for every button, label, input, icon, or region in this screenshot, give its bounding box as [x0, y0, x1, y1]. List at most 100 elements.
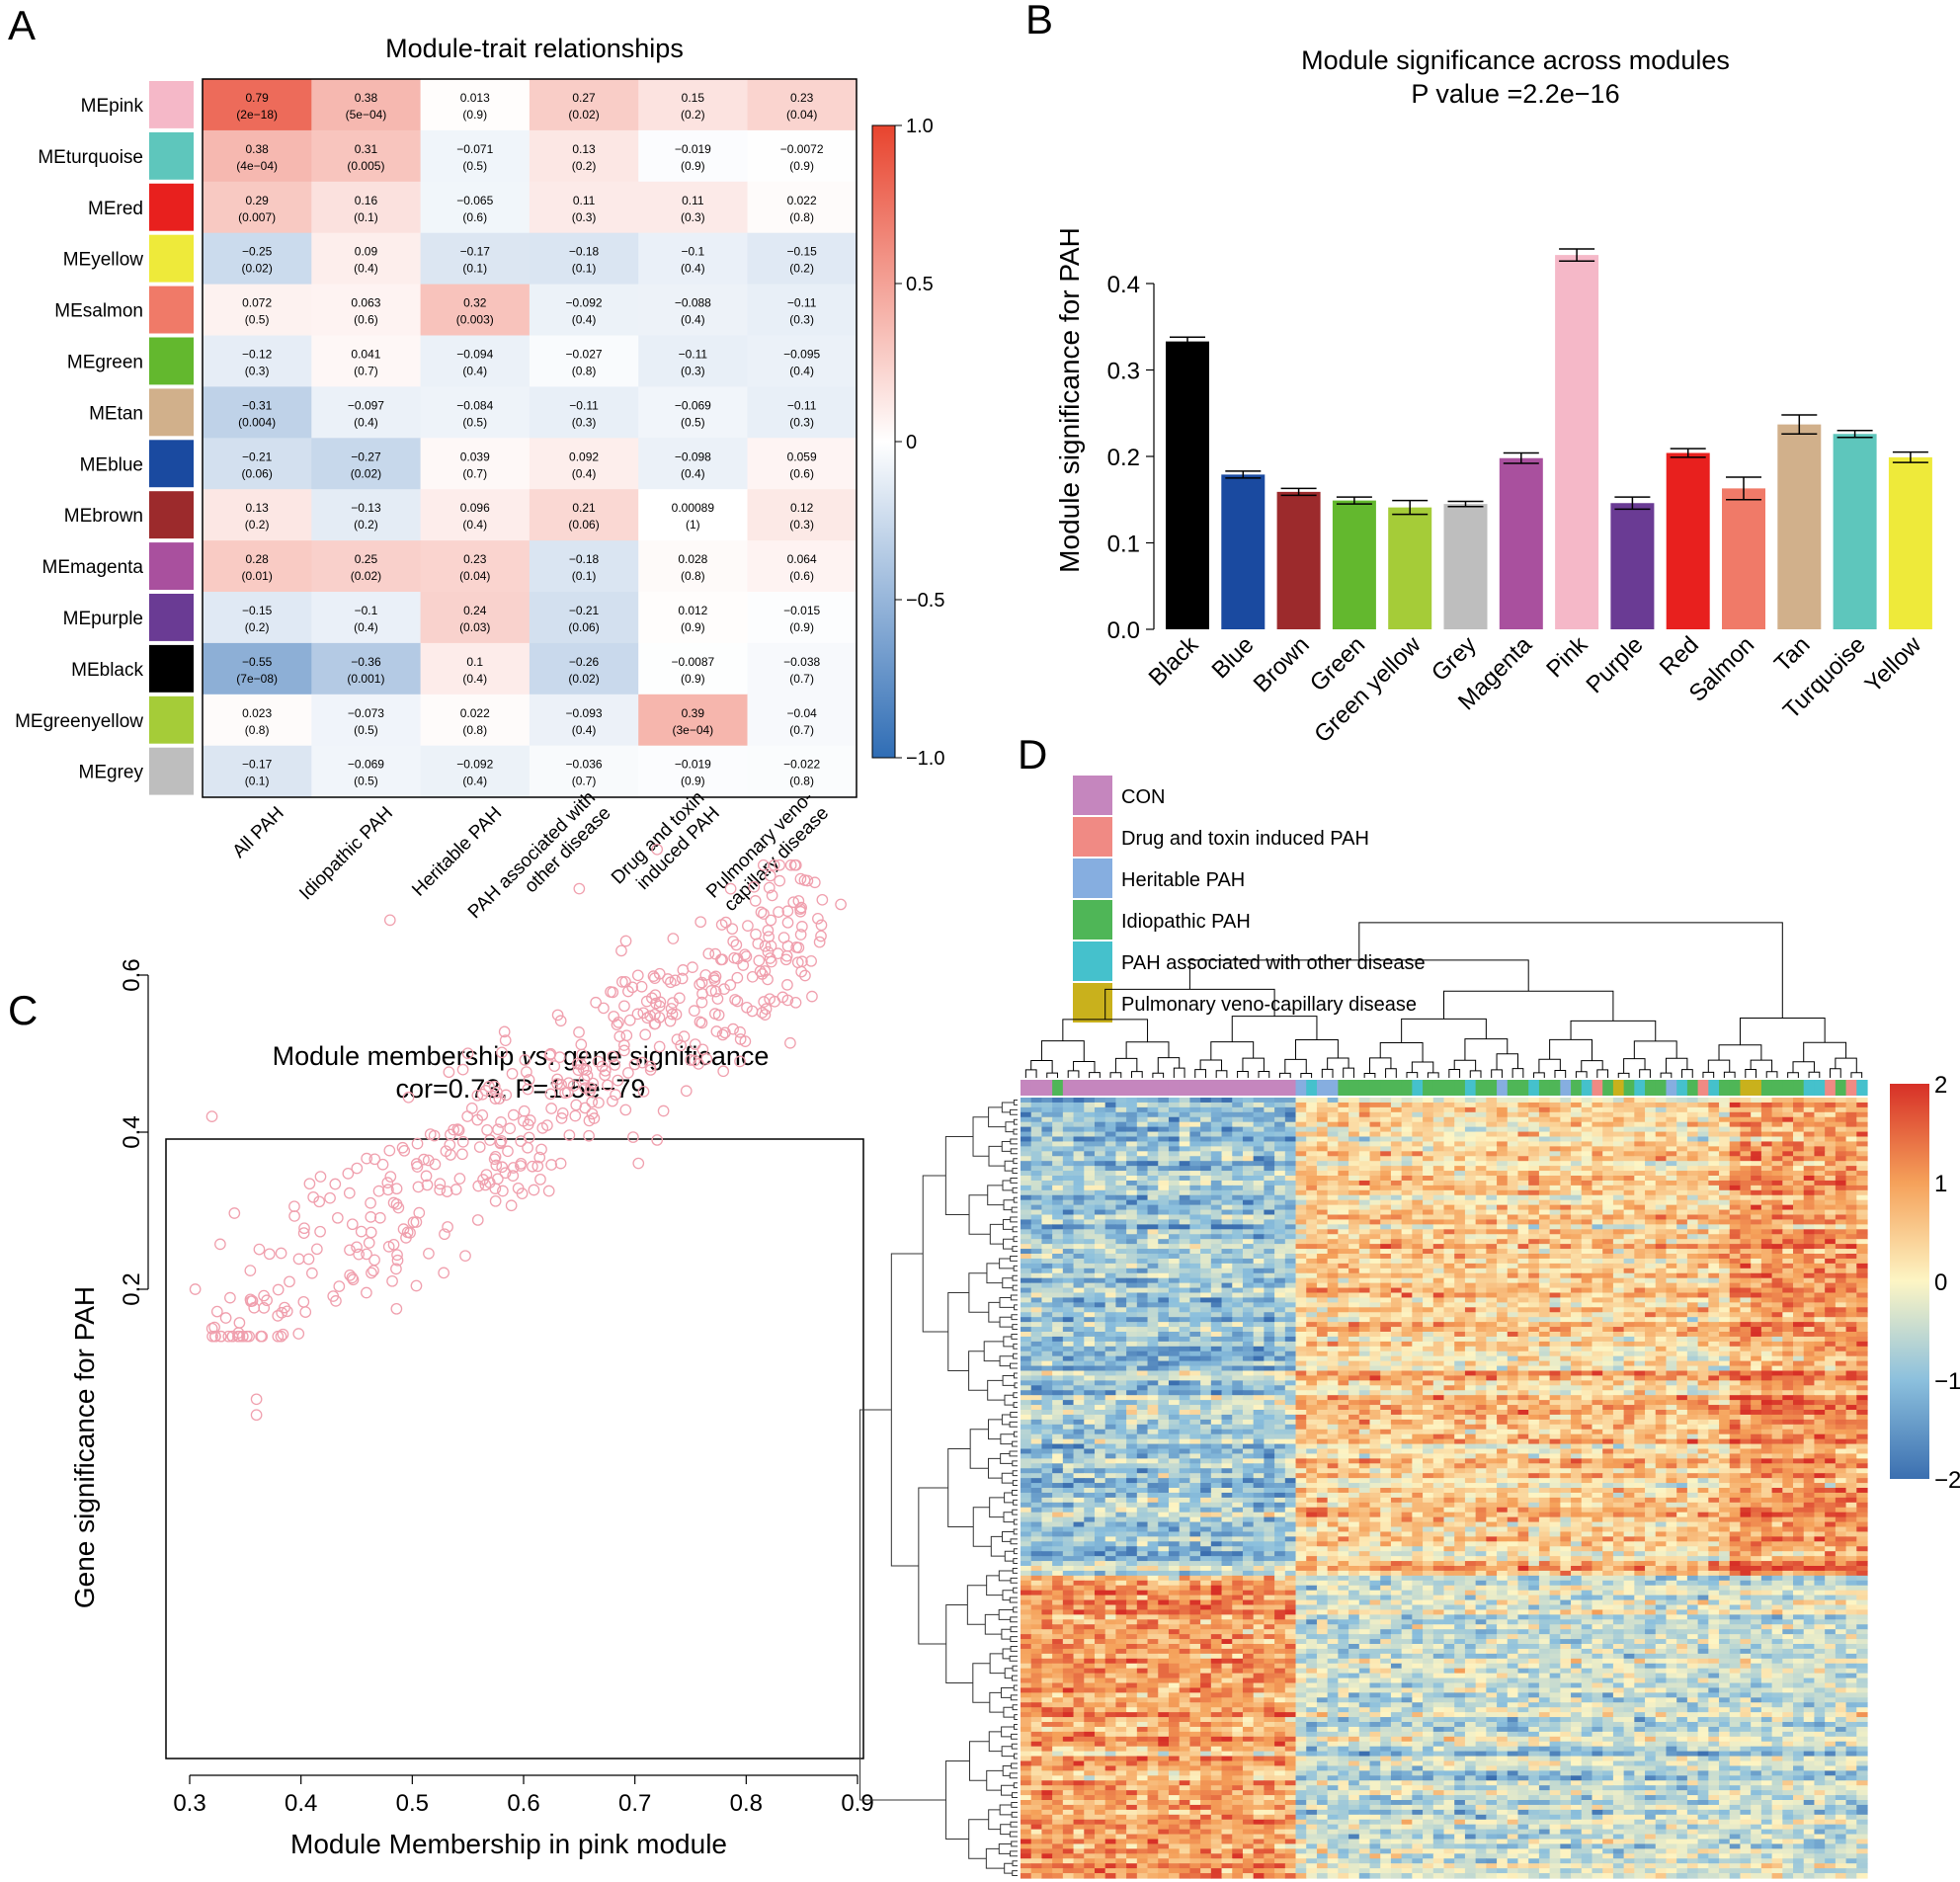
- expression-cell: [1612, 1151, 1625, 1157]
- sample-annotation-cell: [1401, 1080, 1413, 1096]
- dendrogram-branch: [1369, 1057, 1392, 1074]
- expression-cell: [1030, 1239, 1043, 1245]
- expression-cell: [1549, 1185, 1561, 1191]
- expression-cell: [1655, 1161, 1668, 1167]
- expression-cell: [1517, 1098, 1529, 1104]
- expression-cell: [1760, 1317, 1773, 1323]
- expression-cell: [1666, 1180, 1677, 1186]
- expression-cell: [1253, 1317, 1265, 1323]
- expression-cell: [1571, 1282, 1583, 1289]
- dendrogram-branch: [1013, 1196, 1018, 1203]
- heatmap-cell: [747, 335, 858, 387]
- dendrogram-branch: [999, 1296, 1015, 1308]
- expression-cell: [1760, 1254, 1773, 1260]
- expression-cell: [1115, 1106, 1127, 1113]
- expression-cell: [1803, 1224, 1816, 1230]
- scatter-point: [741, 1001, 753, 1014]
- expression-cell: [1084, 1156, 1096, 1162]
- expression-cell: [1094, 1166, 1106, 1172]
- expression-cell: [1358, 1185, 1371, 1191]
- expression-cell: [1295, 1234, 1307, 1240]
- expression-cell: [1771, 1292, 1783, 1299]
- expression-cell: [1835, 1258, 1847, 1265]
- expression-cell: [1041, 1277, 1053, 1284]
- expression-cell: [1708, 1214, 1720, 1221]
- expression-cell: [1497, 1224, 1509, 1230]
- expression-cell: [1104, 1224, 1117, 1230]
- expression-cell: [1443, 1185, 1455, 1191]
- expression-cell: [1782, 1249, 1794, 1255]
- expression-cell: [1358, 1214, 1371, 1221]
- expression-cell: [1856, 1141, 1868, 1147]
- expression-cell: [1401, 1249, 1413, 1255]
- expression-cell: [1423, 1189, 1434, 1196]
- expression-cell: [1814, 1282, 1826, 1289]
- expression-cell: [1623, 1224, 1635, 1230]
- expression-cell: [1094, 1151, 1106, 1157]
- expression-cell: [1528, 1106, 1540, 1113]
- expression-cell: [1697, 1322, 1709, 1328]
- expression-cell: [1390, 1258, 1403, 1265]
- expression-cell: [1528, 1176, 1540, 1182]
- cell-correlation-label: −0.0072: [780, 142, 824, 156]
- scatter-point: [429, 1158, 442, 1171]
- expression-cell: [1634, 1307, 1646, 1313]
- expression-cell: [1052, 1224, 1064, 1230]
- expression-cell: [1760, 1161, 1773, 1167]
- expression-cell: [1041, 1131, 1053, 1138]
- dendrogram-branch: [972, 1663, 991, 1703]
- expression-cell: [1602, 1204, 1614, 1211]
- expression-cell: [1327, 1297, 1339, 1303]
- expression-cell: [1719, 1131, 1731, 1138]
- expression-cell: [1454, 1106, 1466, 1113]
- expression-cell: [1592, 1180, 1603, 1186]
- expression-cell: [1845, 1194, 1857, 1201]
- scatter-point: [384, 1171, 397, 1183]
- expression-cell: [1232, 1322, 1244, 1328]
- dendrogram-branch: [1012, 1284, 1018, 1291]
- expression-cell: [1390, 1268, 1403, 1274]
- expression-cell: [1645, 1098, 1657, 1104]
- dendrogram-branch: [1012, 1246, 1018, 1253]
- scatter-point: [605, 986, 616, 998]
- expression-cell: [1189, 1312, 1201, 1318]
- sample-annotation-cell: [1338, 1080, 1349, 1096]
- expression-cell: [1104, 1166, 1117, 1172]
- expression-cell: [1390, 1171, 1403, 1177]
- y-tick-label: 0.1: [1107, 532, 1140, 558]
- cell-correlation-label: −0.18: [569, 552, 600, 566]
- expression-cell: [1454, 1317, 1466, 1323]
- expression-cell: [1793, 1317, 1805, 1323]
- expression-cell: [1158, 1151, 1170, 1157]
- expression-cell: [1835, 1156, 1847, 1162]
- expression-cell: [1760, 1244, 1773, 1250]
- expression-cell: [1751, 1214, 1762, 1221]
- expression-cell: [1528, 1166, 1540, 1172]
- expression-cell: [1168, 1199, 1181, 1206]
- expression-cell: [1719, 1106, 1731, 1113]
- expression-cell: [1814, 1151, 1826, 1157]
- dendrogram-branch: [1002, 1218, 1014, 1230]
- scatter-point: [402, 1091, 415, 1104]
- scatter-point: [355, 1225, 368, 1238]
- expression-cell: [1528, 1116, 1540, 1123]
- expression-cell: [1052, 1317, 1064, 1323]
- expression-cell: [1697, 1141, 1709, 1147]
- expression-cell: [1200, 1131, 1212, 1138]
- expression-cell: [1507, 1287, 1519, 1294]
- scatter-point: [631, 969, 644, 982]
- expression-cell: [1507, 1106, 1519, 1113]
- expression-cell: [1232, 1106, 1244, 1113]
- expression-cell: [1338, 1224, 1349, 1230]
- expression-cell: [1697, 1282, 1709, 1289]
- expression-cell: [1253, 1209, 1265, 1216]
- expression-cell: [1454, 1254, 1466, 1260]
- expression-cell: [1666, 1141, 1677, 1147]
- dendrogram-branch: [1062, 1019, 1149, 1042]
- expression-cell: [1401, 1166, 1413, 1172]
- expression-cell: [1084, 1136, 1096, 1143]
- expression-cell: [1634, 1302, 1646, 1308]
- cell-correlation-label: 0.012: [678, 604, 707, 617]
- expression-cell: [1729, 1209, 1742, 1216]
- expression-cell: [1729, 1199, 1742, 1206]
